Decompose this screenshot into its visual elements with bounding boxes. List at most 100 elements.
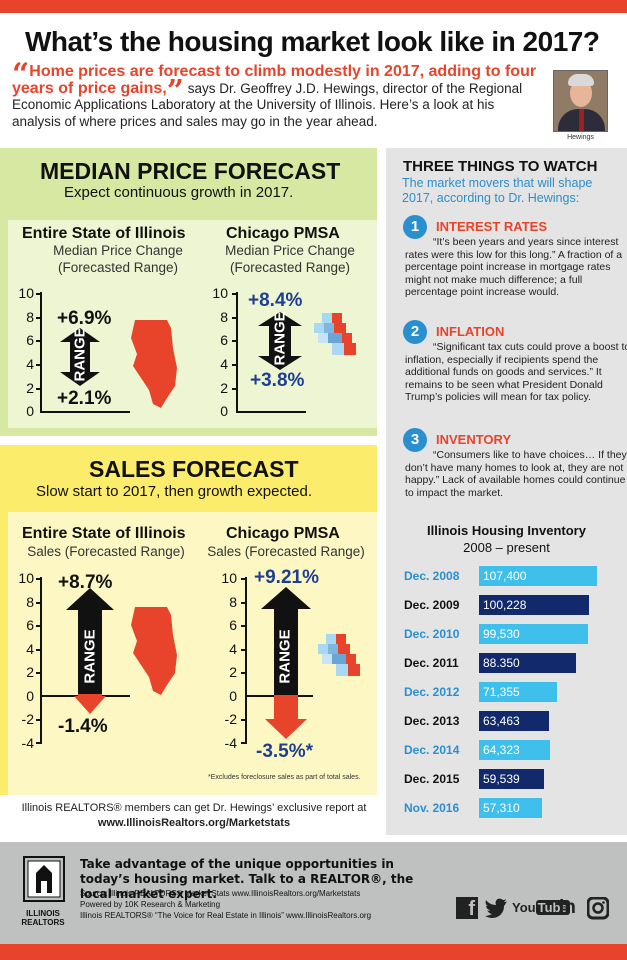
inventory-bar: 99,530	[479, 624, 588, 644]
footer-source: Source: Illinois REALTORS® Market Stats …	[80, 889, 361, 898]
item-number-badge: 3	[403, 428, 427, 452]
item-text-inventory: “Consumers like to have choices… If they…	[405, 449, 627, 499]
sales-chicago-low: -3.5%*	[256, 741, 314, 762]
sales-state-title: Entire State of Illinois	[22, 525, 186, 542]
price-state-tick: 6	[26, 332, 34, 348]
sales-chicago-title: Chicago PMSA	[226, 525, 340, 542]
price-state-title: Entire State of Illinois	[22, 225, 186, 242]
instagram-icon[interactable]	[587, 897, 609, 921]
report-text: Illinois REALTORS® members can get Dr. H…	[21, 802, 367, 814]
sales-state-tick: 10	[18, 570, 34, 586]
item-text-interest-rates: “It’s been years and years since interes…	[405, 236, 623, 299]
price-state-sub2: (Forecasted Range)	[57, 260, 179, 275]
sales-forecast-subtitle: Slow start to 2017, then growth expected…	[36, 483, 312, 500]
report-url-link[interactable]: www.IllinoisRealtors.org/Marketstats	[97, 817, 291, 829]
price-chicago-tick: 10	[212, 285, 228, 301]
item-title-inflation: INFLATION	[436, 324, 505, 339]
price-state-tick: 10	[18, 285, 34, 301]
sales-chicago-high: +9.21%	[254, 567, 319, 588]
page-title: What’s the housing market look like in 2…	[25, 26, 600, 57]
inventory-bar: 71,355	[479, 682, 557, 702]
sales-state-tick: 6	[26, 617, 34, 633]
logo-realtors-text: REALTORS	[21, 918, 65, 927]
item-number-badge: 1	[403, 215, 427, 239]
intro-highlight: Home prices are forecast to climb modest…	[12, 63, 537, 97]
sales-chicago-tick: 8	[229, 594, 237, 610]
price-state-high: +6.9%	[57, 308, 112, 329]
chicago-region-map-icon	[314, 313, 356, 355]
price-chicago-tick: 8	[220, 309, 228, 325]
price-chicago-tick: 2	[220, 380, 228, 396]
bottom-accent-bar	[0, 944, 627, 960]
illinois-realtors-logo: ILLINOIS REALTORS	[14, 853, 72, 933]
inventory-bar: 107,400	[479, 566, 597, 586]
hewings-photo	[553, 70, 608, 132]
price-chicago-tick: 6	[220, 332, 228, 348]
sales-state-low: -1.4%	[58, 716, 108, 737]
logo-illinois-text: ILLINOIS	[26, 909, 60, 918]
youtube-tube: Tube	[535, 900, 570, 915]
youtube-you: You	[512, 900, 536, 915]
sales-chicago-sub: Sales (Forecasted Range)	[207, 544, 365, 559]
inventory-category-label: Dec. 2011	[404, 656, 459, 670]
price-chicago-high: +8.4%	[248, 290, 303, 311]
three-things-title: THREE THINGS TO WATCH	[403, 158, 598, 175]
sales-chicago-tick: 6	[229, 617, 237, 633]
price-chicago-tick: 0	[220, 403, 228, 419]
sales-chicago-range-arrow	[261, 587, 311, 739]
price-chicago-title: Chicago PMSA	[226, 225, 340, 242]
illinois-map-icon	[131, 320, 177, 408]
inventory-bar: 64,323	[479, 740, 550, 760]
item-title-interest-rates: INTEREST RATES	[436, 219, 547, 234]
price-forecast-title: MEDIAN PRICE FORECAST	[40, 158, 341, 184]
inventory-category-label: Dec. 2014	[404, 743, 460, 757]
sales-state-tick: 4	[26, 641, 34, 657]
linkedin-icon[interactable]: in	[559, 897, 576, 918]
median-price-panel	[0, 148, 377, 436]
sales-forecast-title: SALES FORECAST	[89, 456, 299, 482]
item-title-inventory: INVENTORY	[436, 432, 512, 447]
price-state-tick: 2	[26, 380, 34, 396]
price-chicago-range-arrow	[258, 312, 302, 370]
price-chicago-tick: 4	[220, 356, 228, 372]
inventory-category-label: Dec. 2008	[404, 569, 460, 583]
sales-chicago-tick: 10	[221, 570, 237, 586]
sales-state-tick: 8	[26, 594, 34, 610]
intro-paragraph: “Home prices are forecast to climb modes…	[12, 60, 540, 130]
inventory-bar: 88.350	[479, 653, 576, 673]
inventory-bar: 100,228	[479, 595, 589, 615]
price-state-tick: 0	[26, 403, 34, 419]
youtube-icon[interactable]: You Tube	[512, 897, 570, 921]
sales-forecast-panel	[0, 445, 377, 795]
facebook-icon[interactable]: f	[456, 897, 478, 921]
footer-voice: Illinois REALTORS® “The Voice for Real E…	[80, 911, 372, 920]
inventory-bar: 57,310	[479, 798, 542, 818]
inventory-category-label: Dec. 2012	[404, 685, 460, 699]
price-state-tick: 8	[26, 309, 34, 325]
inventory-chart-title: Illinois Housing Inventory	[427, 523, 586, 538]
sales-chicago-tick: -2	[224, 711, 237, 727]
sales-chicago-tick: 0	[229, 688, 237, 704]
illinois-map-icon	[131, 607, 177, 695]
inventory-chart-subtitle: 2008 – present	[463, 540, 550, 555]
sales-chicago-tick: -4	[224, 735, 237, 751]
inventory-category-label: Dec. 2009	[404, 598, 460, 612]
twitter-icon[interactable]	[484, 897, 508, 921]
sales-chicago-tick: 4	[229, 641, 237, 657]
sales-state-tick: -4	[21, 735, 34, 751]
footer-cta: Take advantage of the unique opportuniti…	[80, 857, 414, 901]
sales-forecast-inner	[8, 512, 377, 795]
price-state-low: +2.1%	[57, 388, 112, 409]
sales-state-tick: -2	[21, 711, 34, 727]
chicago-region-map-icon	[318, 634, 360, 676]
inventory-category-label: Dec. 2015	[404, 772, 460, 786]
price-chicago-low: +3.8%	[250, 370, 305, 391]
price-state-sub1: Median Price Change	[53, 243, 183, 258]
facebook-glyph: f	[456, 897, 478, 920]
price-chicago-sub2: (Forecasted Range)	[229, 260, 351, 275]
sales-footnote: *Excludes foreclosure sales as part of t…	[208, 774, 361, 781]
sales-state-tick: 2	[26, 664, 34, 680]
realtors-emblem-icon	[23, 856, 65, 902]
inventory-category-label: Dec. 2013	[404, 714, 460, 728]
price-forecast-subtitle: Expect continuous growth in 2017.	[64, 184, 294, 201]
